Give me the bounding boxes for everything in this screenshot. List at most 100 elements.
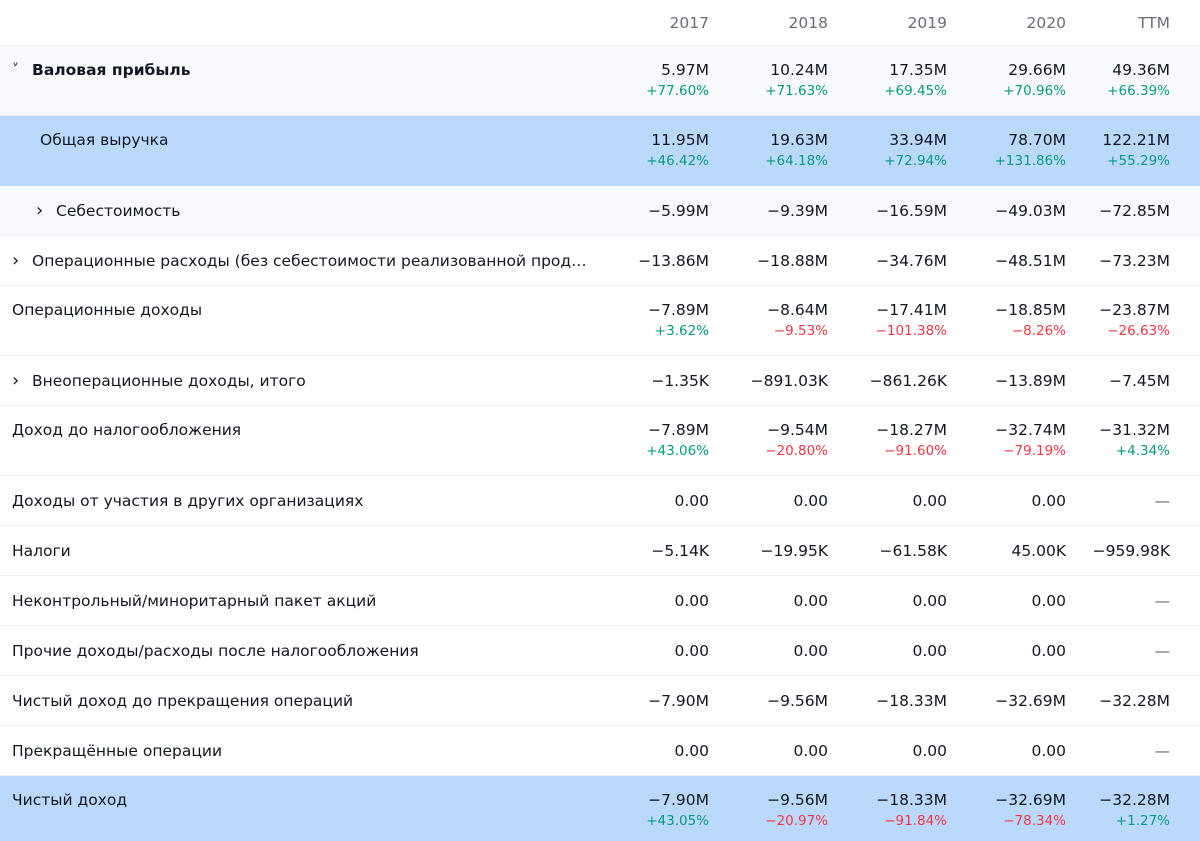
table-header: 2017 2018 2019 2020 TTM bbox=[0, 0, 1200, 46]
cell-value: −8.64M bbox=[767, 301, 828, 319]
value-cell: −5.99M bbox=[590, 186, 709, 235]
value-cell: 33.94M +72.94% bbox=[828, 116, 947, 172]
row-label: Операционные доходы bbox=[12, 301, 203, 319]
cell-value: −18.85M bbox=[995, 301, 1066, 319]
table-row: Неконтрольный/миноритарный пакет акций 0.… bbox=[0, 576, 1200, 626]
cell-value: 0.00 bbox=[1031, 641, 1066, 660]
cell-value: −48.51M bbox=[995, 251, 1066, 270]
row-label-cell: Доход до налогообложения bbox=[0, 406, 590, 454]
table-row[interactable]: › Себестоимость −5.99M −9.39M −16.59M −49.03M… bbox=[0, 186, 1200, 236]
value-cell: 11.95M +46.42% bbox=[590, 116, 709, 172]
cell-value: −7.89M bbox=[648, 421, 709, 439]
value-cell: −16.59M bbox=[828, 186, 947, 235]
value-cell: −7.45M bbox=[1066, 356, 1190, 405]
row-label: Неконтрольный/миноритарный пакет акций bbox=[12, 591, 377, 610]
cell-value: 49.36M bbox=[1112, 61, 1170, 79]
change-percent: −20.80% bbox=[765, 443, 828, 459]
value-cell: −9.54M −20.80% bbox=[709, 406, 828, 462]
row-label-cell: Неконтрольный/миноритарный пакет акций bbox=[0, 576, 590, 625]
value-cell: 0.00 bbox=[709, 626, 828, 675]
row-label: Себестоимость bbox=[56, 201, 181, 220]
change-percent: +72.94% bbox=[884, 153, 947, 169]
value-cell: −7.89M +3.62% bbox=[590, 286, 709, 342]
table-row: Операционные доходы −7.89M +3.62% −8.64M −9.… bbox=[0, 286, 1200, 356]
cell-value: −7.90M bbox=[648, 691, 709, 710]
table-row[interactable]: › Операционные расходы (без себестоимости… bbox=[0, 236, 1200, 286]
column-header[interactable]: 2019 bbox=[907, 13, 947, 32]
cell-value: −32.69M bbox=[995, 691, 1066, 710]
value-cell: — bbox=[1066, 626, 1190, 675]
row-label-cell[interactable]: ˅ Валовая прибыль bbox=[0, 46, 590, 94]
value-cell: — bbox=[1066, 726, 1190, 775]
row-label: Общая выручка bbox=[40, 131, 169, 149]
cell-value: 0.00 bbox=[912, 641, 947, 660]
row-label-cell[interactable]: › Себестоимость bbox=[0, 186, 590, 235]
value-cell: 19.63M +64.18% bbox=[709, 116, 828, 172]
value-cell: −9.56M −20.97% bbox=[709, 776, 828, 832]
value-cell: −959.98K bbox=[1066, 526, 1190, 575]
change-percent: +55.29% bbox=[1107, 153, 1170, 169]
row-label: Доход до налогообложения bbox=[12, 421, 242, 439]
table-row: Чистый доход −7.90M +43.05% −9.56M −20.97% −1… bbox=[0, 776, 1200, 841]
value-cell: −17.41M −101.38% bbox=[828, 286, 947, 342]
chevron-right-icon[interactable]: › bbox=[12, 370, 20, 391]
cell-value: 17.35M bbox=[889, 61, 947, 79]
row-label-cell[interactable]: › Внеоперационные доходы, итого bbox=[0, 356, 590, 405]
cell-value: −18.33M bbox=[876, 791, 947, 809]
value-cell: −48.51M bbox=[947, 236, 1066, 285]
value-cell: 10.24M +71.63% bbox=[709, 46, 828, 102]
cell-value: 0.00 bbox=[674, 491, 709, 510]
value-cell: 0.00 bbox=[828, 726, 947, 775]
row-label: Чистый доход до прекращения операций bbox=[12, 691, 354, 710]
column-header[interactable]: 2018 bbox=[788, 13, 828, 32]
chevron-right-icon[interactable]: › bbox=[12, 250, 20, 271]
cell-value: 10.24M bbox=[770, 61, 828, 79]
value-cell: −73.23M bbox=[1066, 236, 1190, 285]
value-cell: 17.35M +69.45% bbox=[828, 46, 947, 102]
cell-value: −32.28M bbox=[1099, 791, 1170, 809]
change-percent: −78.34% bbox=[1003, 813, 1066, 829]
change-percent: +43.06% bbox=[646, 443, 709, 459]
change-percent: −26.63% bbox=[1107, 323, 1170, 339]
cell-value: 11.95M bbox=[651, 131, 709, 149]
row-label: Доходы от участия в других организациях bbox=[12, 491, 364, 510]
value-cell: −7.90M +43.05% bbox=[590, 776, 709, 832]
change-percent: +66.39% bbox=[1107, 83, 1170, 99]
change-percent: −8.26% bbox=[1011, 323, 1066, 339]
cell-value: — bbox=[1154, 491, 1171, 510]
value-cell: −13.86M bbox=[590, 236, 709, 285]
column-header[interactable]: 2017 bbox=[669, 13, 709, 32]
cell-value: 0.00 bbox=[793, 641, 828, 660]
column-header[interactable]: 2020 bbox=[1026, 13, 1066, 32]
value-cell: −32.69M −78.34% bbox=[947, 776, 1066, 832]
value-cell: −49.03M bbox=[947, 186, 1066, 235]
value-cell: −891.03K bbox=[709, 356, 828, 405]
value-cell: 0.00 bbox=[828, 626, 947, 675]
change-percent: +131.86% bbox=[994, 153, 1066, 169]
value-cell: 0.00 bbox=[709, 576, 828, 625]
chevron-right-icon[interactable]: › bbox=[36, 200, 44, 221]
row-label-cell[interactable]: › Операционные расходы (без себестоимости… bbox=[0, 236, 590, 285]
cell-value: −18.33M bbox=[876, 691, 947, 710]
row-label-cell: Чистый доход bbox=[0, 776, 590, 824]
change-percent: +69.45% bbox=[884, 83, 947, 99]
cell-value: −73.23M bbox=[1099, 251, 1170, 270]
cell-value: 45.00K bbox=[1011, 541, 1066, 560]
cell-value: — bbox=[1154, 641, 1171, 660]
column-header[interactable]: TTM bbox=[1137, 13, 1170, 32]
row-label-cell: Общая выручка bbox=[0, 116, 590, 164]
cell-value: — bbox=[1154, 741, 1171, 760]
value-cell: 0.00 bbox=[709, 726, 828, 775]
table-row[interactable]: ˅ Валовая прибыль 5.97M +77.60% 10.24M +71.63… bbox=[0, 46, 1200, 116]
cell-value: 0.00 bbox=[793, 491, 828, 510]
cell-value: 0.00 bbox=[1031, 491, 1066, 510]
chevron-down-icon[interactable]: ˅ bbox=[12, 62, 19, 78]
table-row[interactable]: › Внеоперационные доходы, итого −1.35K −891… bbox=[0, 356, 1200, 406]
table-row: Прочие доходы/расходы после налогообложе… bbox=[0, 626, 1200, 676]
value-cell: 122.21M +55.29% bbox=[1066, 116, 1190, 172]
change-percent: −9.53% bbox=[773, 323, 828, 339]
cell-value: — bbox=[1154, 591, 1171, 610]
cell-value: −5.14K bbox=[651, 541, 709, 560]
cell-value: −7.45M bbox=[1109, 371, 1170, 390]
